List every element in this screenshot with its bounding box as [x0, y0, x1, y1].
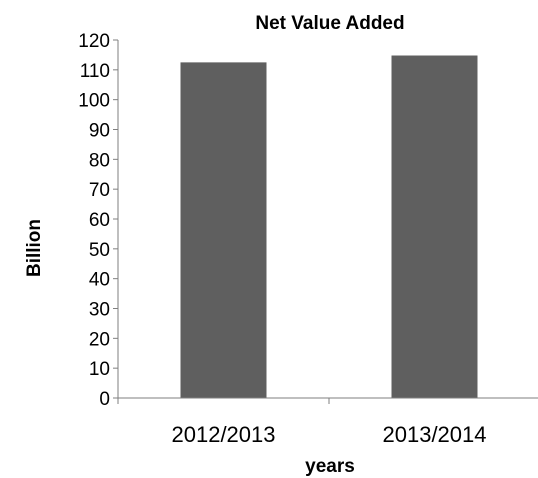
y-tick-label: 0: [99, 389, 110, 410]
y-tick-label: 40: [89, 270, 110, 291]
x-axis-title: years: [305, 456, 355, 477]
y-tick-label: 100: [78, 91, 110, 112]
y-tick-label: 70: [89, 180, 110, 201]
y-tick-label: 30: [89, 300, 110, 321]
y-tick-label: 10: [89, 359, 110, 380]
bar: [180, 62, 267, 398]
y-tick-label: 90: [89, 121, 110, 142]
y-tick-label: 110: [80, 61, 110, 82]
y-axis-ticks: 0 10 20 30 40 50 60 70 80 90 100 110 120: [78, 31, 118, 410]
x-category-label: 2012/2013: [172, 422, 276, 447]
y-tick-label: 50: [89, 240, 110, 261]
bar: [391, 55, 478, 398]
bars-group: [180, 55, 478, 398]
x-category-label: 2013/2014: [383, 422, 487, 447]
x-axis-categories: 2012/2013 2013/2014: [117, 398, 487, 447]
y-axis-title: Billion: [24, 219, 45, 277]
y-tick-label: 60: [89, 210, 110, 231]
y-tick-label: 120: [78, 31, 110, 52]
y-tick-label: 20: [89, 329, 110, 350]
y-tick-label: 80: [89, 150, 110, 171]
chart-title: Net Value Added: [255, 13, 404, 34]
